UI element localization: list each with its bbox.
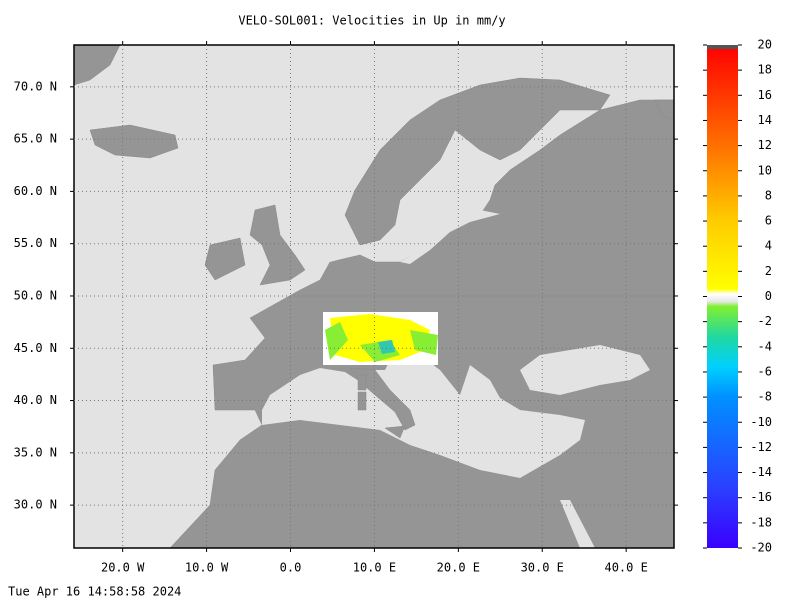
mediterranean xyxy=(262,340,585,478)
colorbar-label: -14 xyxy=(750,465,772,479)
colorbar-label: -18 xyxy=(750,515,772,529)
x-tick-label: 40.0 E xyxy=(604,561,647,575)
novaya-zemlya xyxy=(654,99,674,121)
colorbar-label: -10 xyxy=(750,415,772,429)
corsica xyxy=(357,374,367,391)
scandinavia xyxy=(344,77,611,246)
colorbar xyxy=(707,45,738,548)
colorbar-label: -12 xyxy=(750,440,772,454)
colorbar-label: -4 xyxy=(758,339,772,353)
greenland xyxy=(74,45,121,86)
colorbar-label: 18 xyxy=(758,63,772,77)
colorbar-label: 4 xyxy=(765,239,772,253)
map xyxy=(74,45,674,548)
chart-title: VELO-SOL001: Velocities in Up in mm/y xyxy=(238,14,505,28)
colorbar-label: 20 xyxy=(758,38,772,52)
black-sea xyxy=(520,345,650,395)
colorbar-label: 6 xyxy=(765,214,772,228)
colorbar-label: 14 xyxy=(758,113,772,127)
y-tick-label: 65.0 N xyxy=(14,132,57,146)
x-tick-label: 30.0 E xyxy=(521,561,564,575)
north-sea xyxy=(300,215,365,262)
ireland xyxy=(204,237,246,281)
y-tick-label: 45.0 N xyxy=(14,341,57,355)
colorbar-label: -16 xyxy=(750,490,772,504)
colorbar-label: -2 xyxy=(758,314,772,328)
timestamp: Tue Apr 16 14:58:58 2024 xyxy=(8,585,181,599)
sicily xyxy=(384,425,406,439)
y-tick-label: 60.0 N xyxy=(14,184,57,198)
colorbar-label: 0 xyxy=(765,289,772,303)
y-tick-label: 35.0 N xyxy=(14,445,57,459)
station-field xyxy=(330,314,430,362)
station-field xyxy=(378,340,395,354)
y-tick-label: 30.0 N xyxy=(14,498,57,512)
x-tick-label: 20.0 W xyxy=(101,561,145,575)
y-tick-label: 40.0 N xyxy=(14,393,57,407)
britain xyxy=(249,204,306,286)
red-sea xyxy=(560,500,595,548)
iceland xyxy=(89,124,179,159)
x-tick-label: 10.0 E xyxy=(353,561,396,575)
x-tick-label: 10.0 W xyxy=(185,561,229,575)
colorbar-label: 8 xyxy=(765,188,772,202)
y-tick-label: 50.0 N xyxy=(14,288,57,302)
colorbar-label: 12 xyxy=(758,138,772,152)
colorbar-label: -6 xyxy=(758,364,772,378)
colorbar-label: 16 xyxy=(758,88,772,102)
colorbar-cap xyxy=(707,45,738,49)
colorbar-label: 10 xyxy=(758,163,772,177)
y-tick-label: 70.0 N xyxy=(14,79,57,93)
colorbar-label: -8 xyxy=(758,390,772,404)
y-tick-label: 55.0 N xyxy=(14,236,57,250)
gulf-of-bothnia xyxy=(420,132,465,200)
colorbar-label: 2 xyxy=(765,264,772,278)
x-tick-label: 20.0 E xyxy=(437,561,480,575)
baltic xyxy=(400,208,500,264)
x-tick-label: 0.0 xyxy=(280,561,302,575)
colorbar-label: -20 xyxy=(750,541,772,555)
